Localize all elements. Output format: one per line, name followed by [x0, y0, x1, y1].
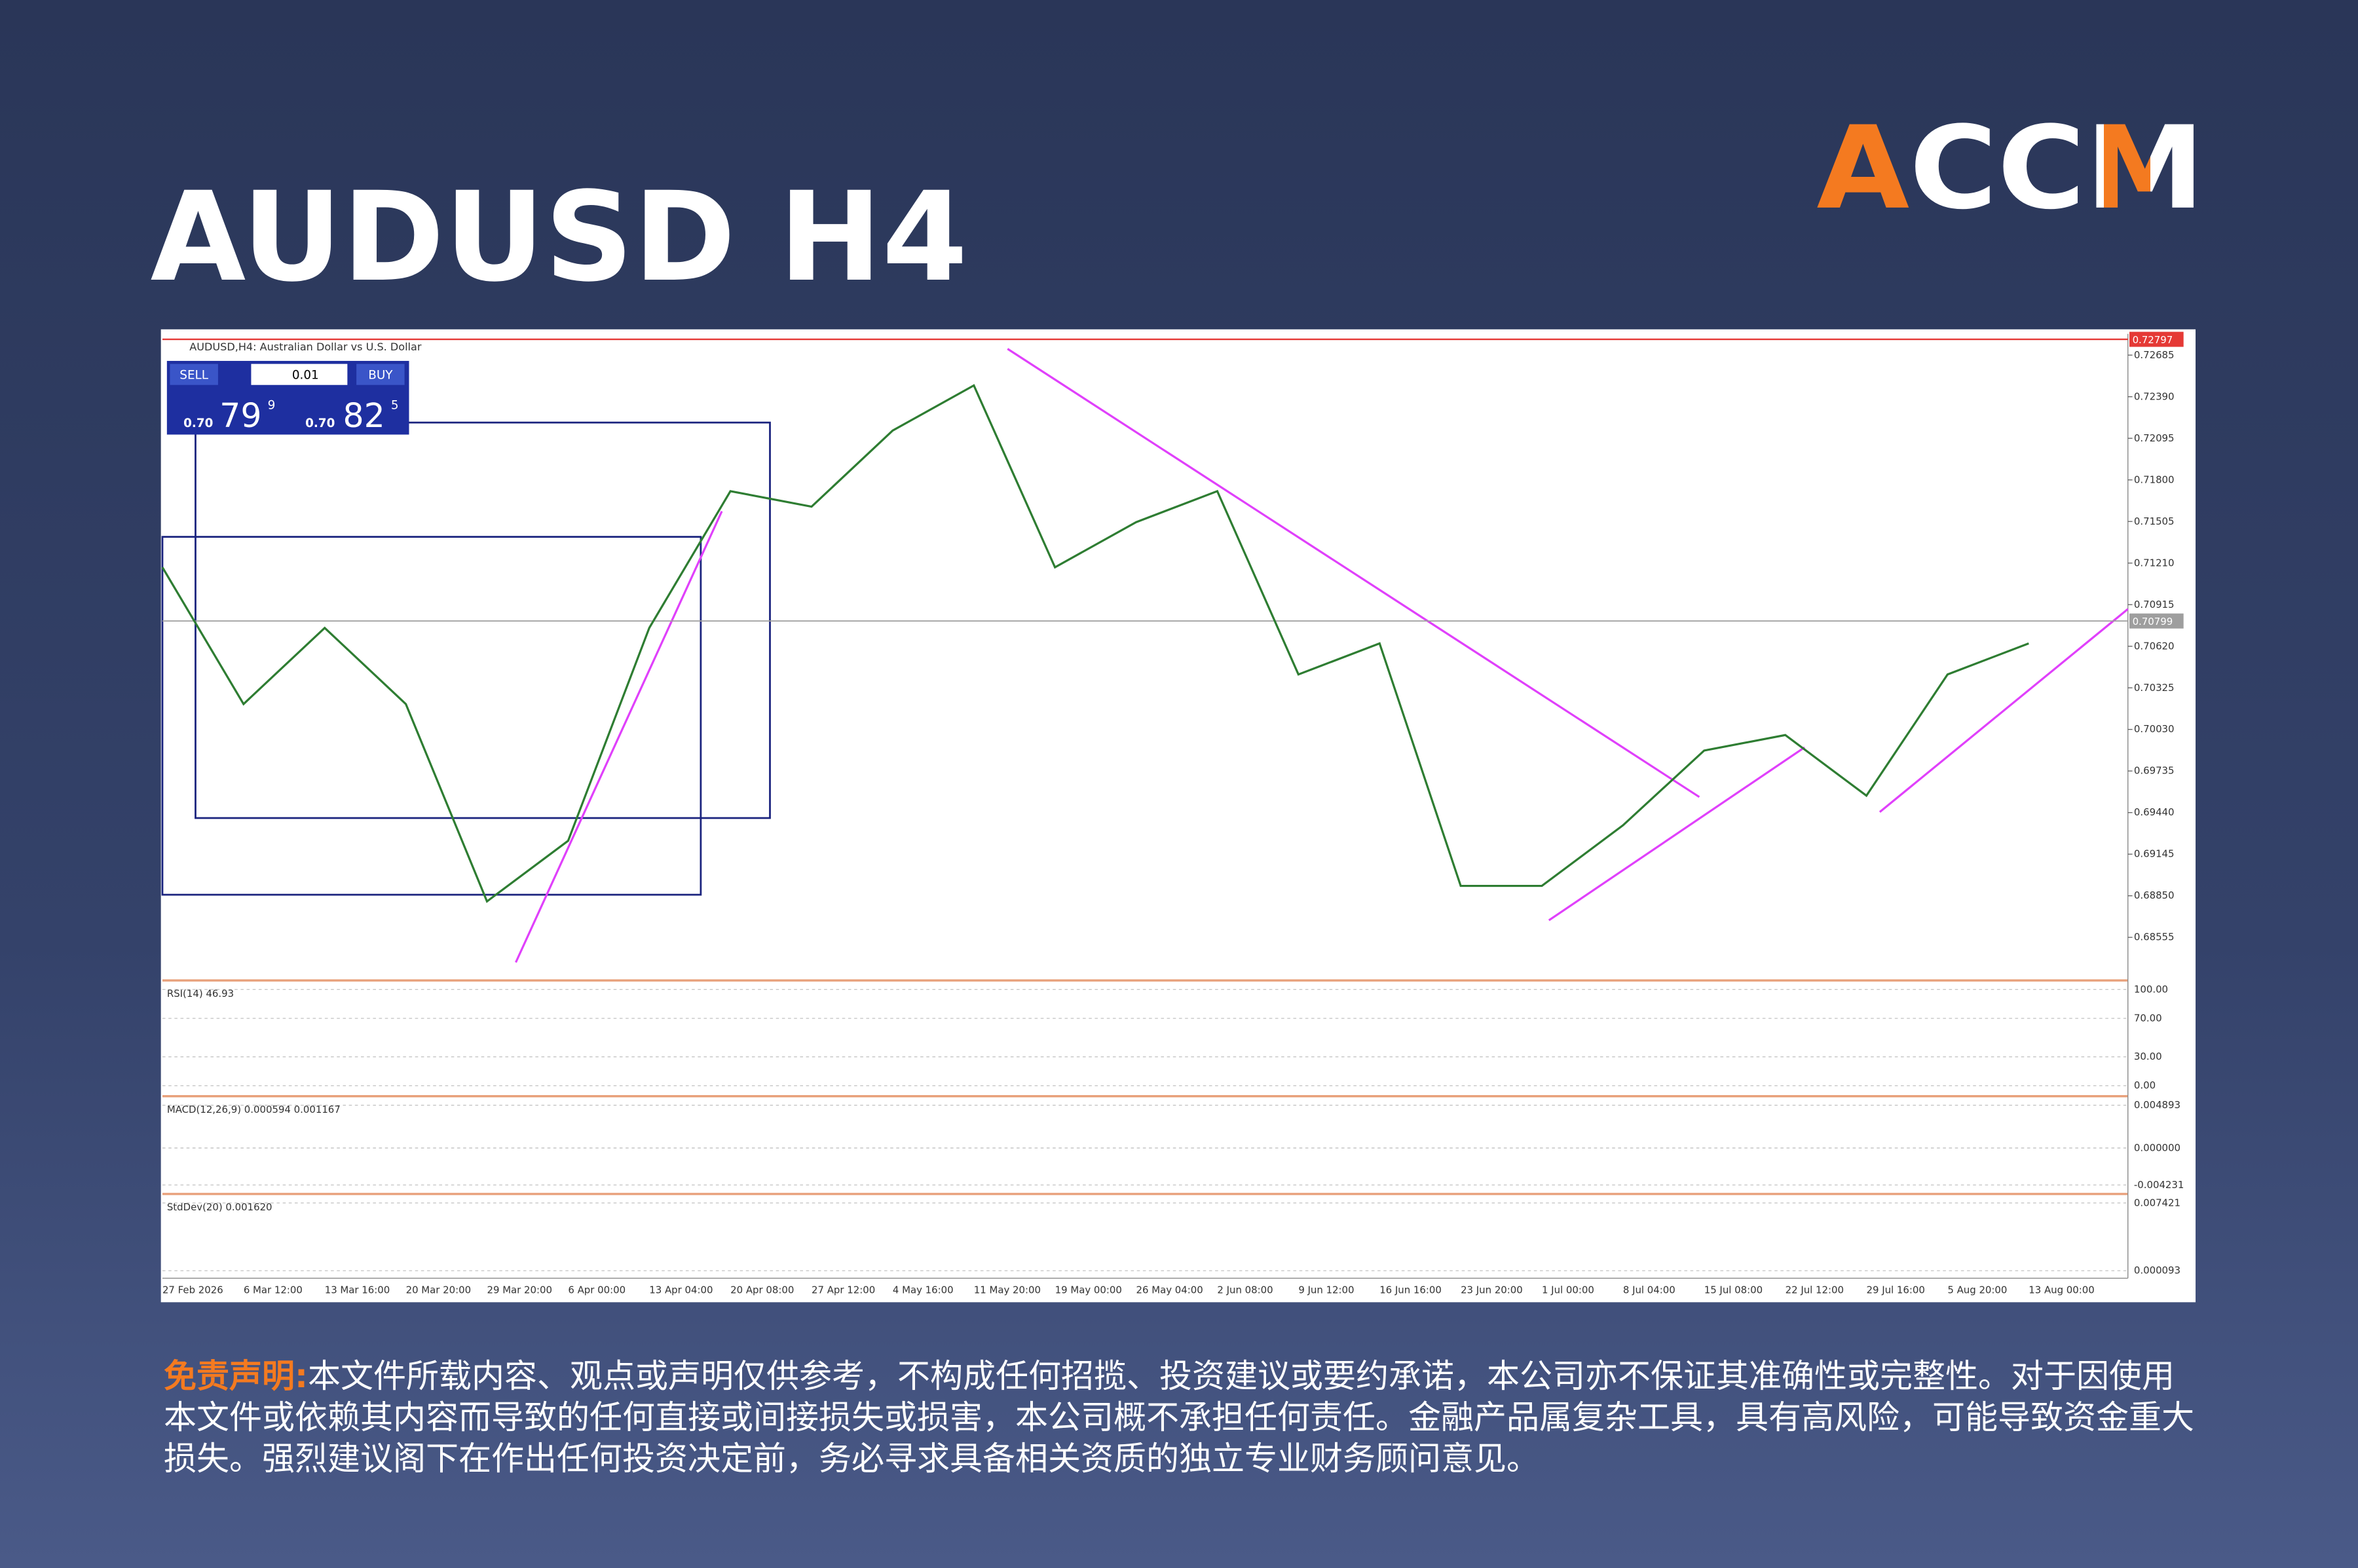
high-label-bg — [2129, 331, 2184, 347]
x-tick-label: 13 Aug 00:00 — [2029, 1284, 2095, 1296]
lot-value: 0.01 — [292, 369, 319, 383]
page-title: AUDUSD H4 — [151, 166, 968, 309]
indicator-tick-label: 0.007421 — [2134, 1197, 2180, 1208]
indicator-tick-label: 0.000000 — [2134, 1142, 2180, 1153]
sell-prefix: 0.70 — [183, 417, 213, 430]
disclaimer-text: 本文件所载内容、观点或声明仅供参考，不构成任何招揽、投资建议或要约承诺，本公司亦… — [164, 1357, 2194, 1478]
x-tick-label: 13 Apr 04:00 — [649, 1284, 713, 1296]
indicator-tick-label: 0.00 — [2134, 1079, 2156, 1091]
disclaimer-label: 免责声明: — [164, 1357, 308, 1395]
sell-big: 79 — [219, 396, 261, 435]
x-tick-label: 5 Aug 20:00 — [1947, 1284, 2007, 1296]
trendline — [1879, 608, 2129, 813]
chart-panel — [160, 329, 2196, 1303]
y-tick-label: 0.70325 — [2134, 682, 2175, 694]
x-tick-label: 29 Jul 16:00 — [1866, 1284, 1924, 1296]
range-box — [195, 421, 771, 819]
x-tick-label: 22 Jul 12:00 — [1786, 1284, 1844, 1296]
x-tick-label: 23 Jun 20:00 — [1461, 1284, 1523, 1296]
x-tick-label: 19 May 00:00 — [1055, 1284, 1122, 1296]
chart-header: AUDUSD,H4: Australian Dollar vs U.S. Dol… — [189, 341, 422, 353]
high-label: 0.72797 — [2133, 334, 2173, 346]
current-label-bg — [2129, 613, 2184, 629]
y-tick-label: 0.72685 — [2134, 349, 2175, 361]
range-box — [161, 536, 702, 896]
y-tick-label: 0.68555 — [2134, 931, 2175, 943]
x-tick-label: 26 May 04:00 — [1136, 1284, 1203, 1296]
x-tick-label: 4 May 16:00 — [893, 1284, 954, 1296]
x-tick-label: 13 Mar 16:00 — [325, 1284, 390, 1296]
sell-button[interactable] — [170, 364, 218, 385]
x-tick-label: 8 Jul 04:00 — [1623, 1284, 1675, 1296]
x-tick-label: 27 Feb 2026 — [162, 1284, 223, 1296]
indicator-tick-label: -0.004231 — [2134, 1179, 2184, 1191]
buy-label: BUY — [368, 369, 393, 383]
lot-input[interactable] — [251, 364, 348, 385]
disclaimer: 免责声明:本文件所载内容、观点或声明仅供参考，不构成任何招揽、投资建议或要约承诺… — [164, 1356, 2201, 1480]
trendline — [1548, 746, 1805, 922]
y-tick-label: 0.71505 — [2134, 515, 2175, 527]
y-tick-label: 0.70620 — [2134, 640, 2175, 652]
y-tick-label: 0.68850 — [2134, 889, 2175, 901]
buy-small: 5 — [391, 398, 399, 412]
x-tick-label: 1 Jul 00:00 — [1542, 1284, 1594, 1296]
y-tick-label: 0.70915 — [2134, 599, 2175, 610]
y-tick-label: 0.69735 — [2134, 765, 2175, 777]
x-tick-label: 6 Mar 12:00 — [244, 1284, 303, 1296]
y-tick-label: 0.71800 — [2134, 474, 2175, 485]
x-tick-label: 16 Jun 16:00 — [1379, 1284, 1442, 1296]
sell-small: 9 — [268, 398, 276, 412]
x-tick-label: 9 Jun 12:00 — [1298, 1284, 1354, 1296]
logo: ACCM — [1816, 102, 2204, 235]
buy-button[interactable] — [356, 364, 405, 385]
x-tick-label: 20 Mar 20:00 — [406, 1284, 472, 1296]
x-tick-label: 29 Mar 20:00 — [487, 1284, 552, 1296]
indicator-tick-label: 70.00 — [2134, 1012, 2162, 1024]
trendline — [1007, 348, 1700, 798]
indicator-tick-label: 0.004893 — [2134, 1099, 2180, 1111]
buy-prefix: 0.70 — [305, 417, 335, 430]
indicator-tick-label: 0.000093 — [2134, 1265, 2180, 1277]
y-tick-label: 0.69145 — [2134, 848, 2175, 860]
indicator-name: StdDev(20) 0.001620 — [167, 1201, 272, 1213]
x-tick-label: 2 Jun 08:00 — [1217, 1284, 1273, 1296]
buy-big: 82 — [343, 396, 384, 435]
indicator-name: RSI(14) 46.93 — [167, 988, 234, 999]
y-tick-label: 0.70030 — [2134, 723, 2175, 735]
x-tick-label: 6 Apr 00:00 — [568, 1284, 626, 1296]
sell-label: SELL — [179, 369, 208, 383]
trendline — [515, 510, 723, 963]
price-line — [161, 384, 2029, 903]
indicator-name: MACD(12,26,9) 0.000594 0.001167 — [167, 1104, 341, 1115]
indicator-tick-label: 30.00 — [2134, 1051, 2162, 1062]
current-label: 0.70799 — [2133, 616, 2173, 627]
y-tick-label: 0.71210 — [2134, 557, 2175, 569]
y-tick-label: 0.69440 — [2134, 806, 2175, 818]
y-tick-label: 0.72095 — [2134, 432, 2175, 444]
x-tick-label: 20 Apr 08:00 — [730, 1284, 794, 1296]
y-tick-label: 0.72390 — [2134, 390, 2175, 402]
x-tick-label: 27 Apr 12:00 — [812, 1284, 875, 1296]
x-tick-label: 11 May 20:00 — [974, 1284, 1041, 1296]
trade-panel: SELL 0.01 BUY 0.70 79 9 0.70 82 5 — [166, 361, 409, 435]
x-tick-label: 15 Jul 08:00 — [1704, 1284, 1763, 1296]
scaled-layer: AUDUSD H4 ACCM AUDUSD,H4: Australian Dol… — [151, 102, 2205, 1303]
indicator-tick-label: 100.00 — [2134, 983, 2168, 995]
